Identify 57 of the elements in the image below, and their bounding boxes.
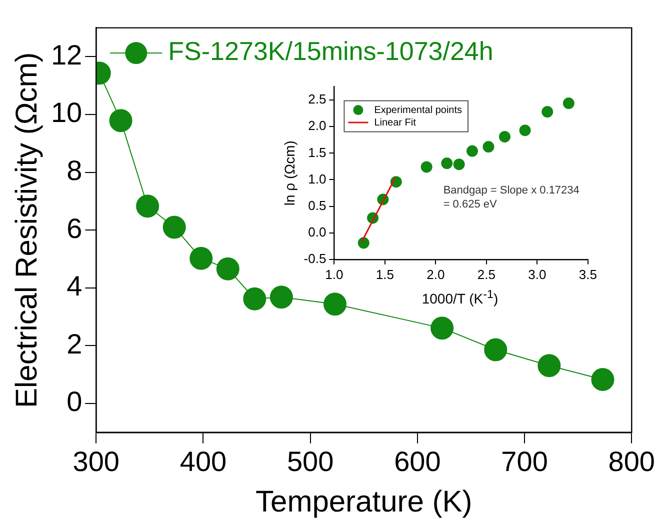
point <box>243 287 266 310</box>
x-tick-label: 2.5 <box>477 266 496 282</box>
point <box>109 109 132 132</box>
y-tick-label: 10 <box>50 97 82 128</box>
x-tick-label: 3.5 <box>578 266 598 282</box>
point <box>591 368 614 392</box>
x-tick-label: 500 <box>286 446 334 477</box>
x-tick-label: 300 <box>72 446 120 477</box>
legend-label: FS-1273K/15mins-1073/24h <box>168 36 494 66</box>
y-axis-title: ln ρ (Ωcm) <box>281 140 298 206</box>
x-tick-label: 700 <box>501 446 548 477</box>
y-tick-label: 4 <box>66 270 82 302</box>
y-tick-label: 0.5 <box>308 198 326 213</box>
point <box>519 124 531 136</box>
point <box>562 98 574 110</box>
point <box>216 257 240 280</box>
point <box>190 246 213 270</box>
x-tick-label: 800 <box>608 446 655 477</box>
point <box>466 145 478 157</box>
point <box>270 286 293 309</box>
x-tick-label: 1.5 <box>376 266 394 282</box>
y-tick-label: 2 <box>66 328 82 360</box>
legend-label: Linear Fit <box>374 117 416 128</box>
y-tick-label: 0 <box>66 386 82 418</box>
point <box>323 292 346 316</box>
point <box>162 216 186 239</box>
annotation: Bandgap = Slope x 0.17234 <box>443 184 580 196</box>
point <box>358 237 370 249</box>
x-tick-label: 2.0 <box>426 266 445 282</box>
point <box>482 141 494 153</box>
y-tick-label: 0.0 <box>308 224 326 240</box>
point <box>538 354 561 378</box>
x-axis-title: Temperature (K) <box>256 485 472 518</box>
point <box>420 161 432 173</box>
y-tick-label: 2.5 <box>308 92 326 107</box>
y-tick-label: 6 <box>66 212 82 244</box>
y-tick-label: -0.5 <box>304 250 326 266</box>
y-tick-label: 12 <box>50 39 82 70</box>
x-tick-label: 1.0 <box>325 266 344 282</box>
point <box>498 130 510 142</box>
y-tick-label: 2.0 <box>308 118 326 134</box>
y-tick-label: 8 <box>66 155 82 186</box>
legend-label: Experimental points <box>374 104 462 116</box>
point <box>136 194 160 218</box>
point <box>453 158 465 170</box>
point <box>542 106 554 118</box>
point <box>484 338 508 362</box>
x-tick-label: 600 <box>394 446 441 477</box>
x-tick-label: 400 <box>180 446 227 477</box>
point <box>430 316 454 340</box>
x-axis-title: 1000/T (K$^{-1}$) <box>420 288 500 307</box>
x-tick-label: 3.0 <box>528 266 546 282</box>
y-tick-label: 1.5 <box>308 144 326 160</box>
point <box>441 158 453 170</box>
y-axis-title: Electrical Resistivity (Ωcm) <box>10 52 44 408</box>
y-tick-label: 1.0 <box>308 171 326 186</box>
annotation: = 0.625 eV <box>443 198 498 210</box>
